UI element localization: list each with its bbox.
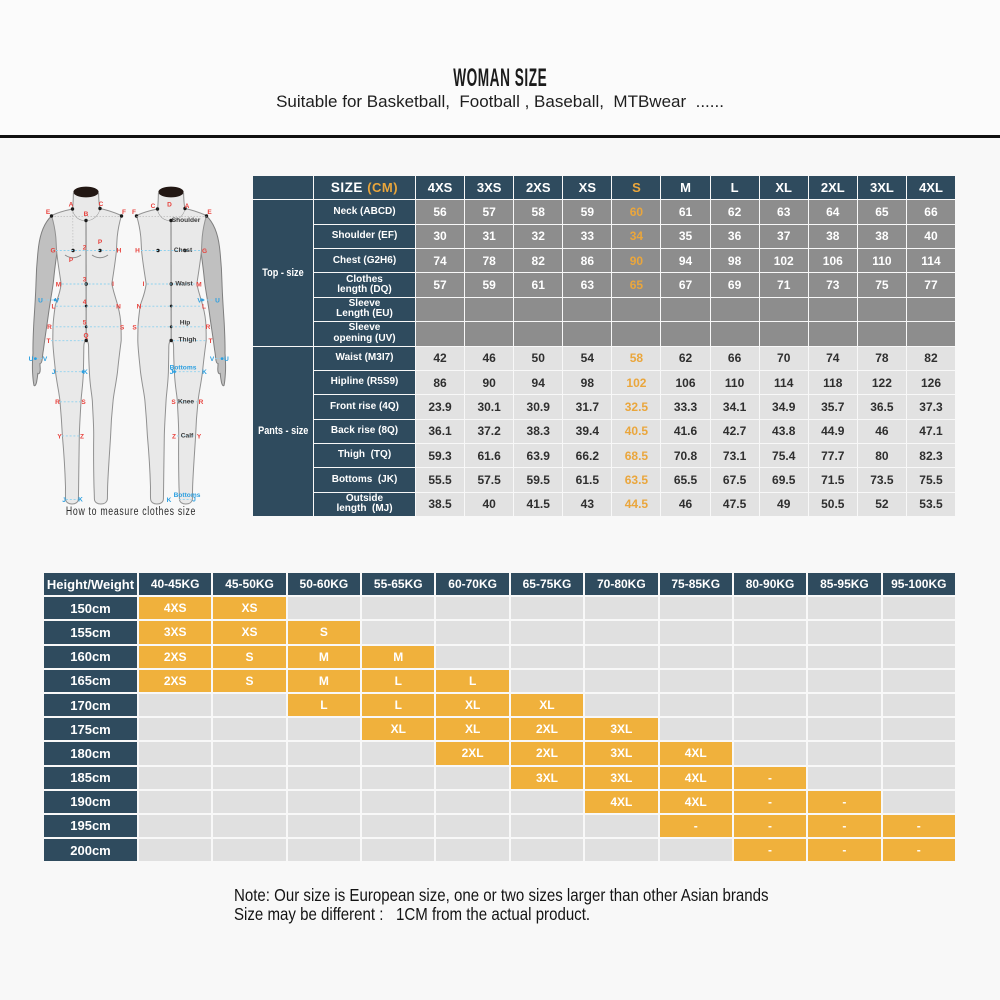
svg-text:L: L [202,304,206,311]
svg-text:R: R [206,324,211,331]
svg-text:A: A [185,203,190,210]
svg-text:Bottoms: Bottoms [170,365,197,372]
svg-text:L: L [52,304,56,311]
svg-text:K: K [78,497,83,504]
svg-text:K: K [202,369,207,376]
svg-text:4: 4 [83,299,87,306]
svg-text:K: K [167,497,172,504]
svg-text:Y: Y [197,434,202,441]
svg-text:N: N [116,304,121,311]
svg-text:B: B [84,211,89,218]
svg-text:V: V [210,356,215,363]
svg-text:Thigh: Thigh [179,337,197,344]
svg-text:Calf: Calf [181,433,194,440]
svg-text:K: K [83,369,88,376]
svg-text:U: U [29,356,34,363]
svg-text:Q: Q [83,333,88,340]
svg-text:U: U [215,298,220,305]
svg-text:T: T [47,338,51,345]
svg-text:F: F [122,209,126,216]
svg-text:V: V [43,356,48,363]
svg-text:S: S [81,399,86,406]
svg-text:T: T [209,338,213,345]
svg-text:P: P [69,257,74,264]
svg-text:C: C [151,203,156,210]
svg-text:Knee: Knee [178,399,194,406]
svg-text:Shoulder: Shoulder [172,217,201,224]
svg-text:E: E [46,209,51,216]
svg-text:Chest: Chest [174,247,193,254]
svg-text:S: S [171,399,176,406]
svg-text:S: S [120,325,125,332]
svg-text:A: A [69,202,74,209]
svg-text:N: N [137,304,142,311]
svg-text:P: P [98,239,103,246]
svg-text:U: U [224,356,229,363]
svg-text:5: 5 [83,320,87,327]
svg-text:Y: Y [57,434,62,441]
svg-text:H: H [117,248,122,255]
svg-text:M: M [196,282,201,289]
svg-text:M: M [56,282,61,289]
svg-text:V: V [197,298,202,305]
svg-text:G: G [202,248,207,255]
svg-text:D: D [167,202,172,209]
svg-text:F: F [132,209,136,216]
svg-text:Hip: Hip [180,320,191,327]
svg-text:3: 3 [83,277,87,284]
svg-text:Z: Z [172,434,176,441]
svg-text:R: R [47,324,52,331]
svg-text:Z: Z [80,434,84,441]
svg-text:R: R [55,399,60,406]
svg-text:E: E [207,209,212,216]
svg-text:Waist: Waist [175,281,193,288]
svg-text:I: I [112,281,114,288]
svg-text:U: U [38,298,43,305]
svg-text:J: J [52,369,56,376]
svg-text:G: G [50,248,55,255]
svg-text:I: I [143,281,145,288]
svg-text:J: J [62,497,66,504]
svg-text:R: R [199,399,204,406]
svg-text:V: V [55,298,60,305]
svg-text:Bottoms: Bottoms [174,492,201,499]
svg-text:H: H [135,248,140,255]
svg-text:J: J [192,497,196,504]
svg-text:2: 2 [83,245,87,252]
svg-text:J: J [170,369,174,376]
svg-text:C: C [99,201,104,208]
svg-text:S: S [132,325,137,332]
